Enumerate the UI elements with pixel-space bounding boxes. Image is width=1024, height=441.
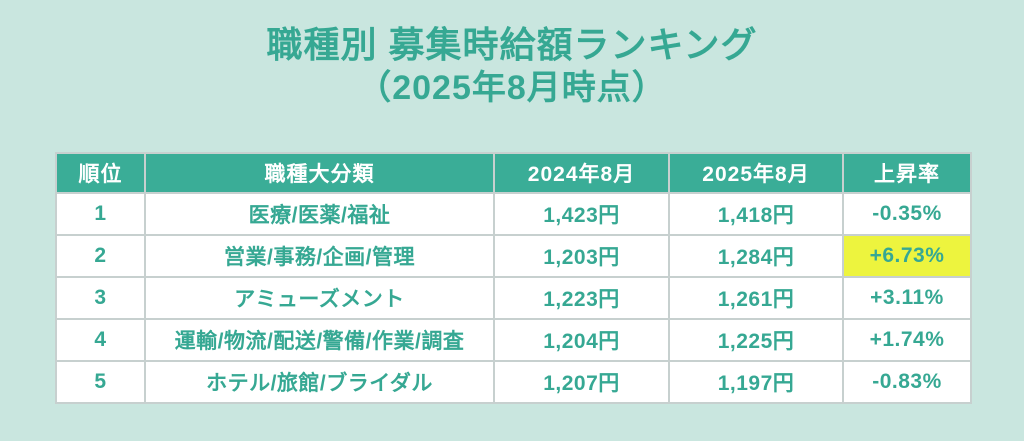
aug2025-cell: 1,418円 (668, 192, 844, 236)
rank-cell: 3 (55, 276, 146, 320)
wage-ranking-table: 順位 職種大分類 2024年8月 2025年8月 上昇率 1 医療/医薬/福祉 … (55, 152, 972, 404)
category-cell: 営業/事務/企画/管理 (144, 234, 495, 278)
change-rate-cell: -0.83% (842, 360, 972, 404)
change-rate-cell-highlighted: +6.73% (842, 234, 972, 278)
aug2025-cell: 1,225円 (668, 318, 844, 362)
category-cell: ホテル/旅館/ブライダル (144, 360, 495, 404)
table-row: 2 営業/事務/企画/管理 1,203円 1,284円 +6.73% (55, 234, 972, 278)
aug2024-cell: 1,207円 (493, 360, 670, 404)
page-title-line1: 職種別 募集時給額ランキング (266, 24, 758, 65)
aug2024-cell: 1,203円 (493, 234, 670, 278)
table-row: 1 医療/医薬/福祉 1,423円 1,418円 -0.35% (55, 192, 972, 236)
rank-cell: 2 (55, 234, 146, 278)
column-header-aug2024: 2024年8月 (493, 152, 670, 194)
column-header-category: 職種大分類 (144, 152, 495, 194)
column-header-rank: 順位 (55, 152, 146, 194)
table-row: 3 アミューズメント 1,223円 1,261円 +3.11% (55, 276, 972, 320)
aug2024-cell: 1,204円 (493, 318, 670, 362)
table-row: 4 運輸/物流/配送/警備/作業/調査 1,204円 1,225円 +1.74% (55, 318, 972, 362)
rank-cell: 5 (55, 360, 146, 404)
page-title-line2: （2025年8月時点） (357, 69, 667, 107)
category-cell: 医療/医薬/福祉 (144, 192, 495, 236)
category-cell: 運輸/物流/配送/警備/作業/調査 (144, 318, 495, 362)
aug2025-cell: 1,261円 (668, 276, 844, 320)
table-row: 5 ホテル/旅館/ブライダル 1,207円 1,197円 -0.83% (55, 360, 972, 404)
aug2024-cell: 1,423円 (493, 192, 670, 236)
aug2025-cell: 1,284円 (668, 234, 844, 278)
rank-cell: 4 (55, 318, 146, 362)
column-header-change-rate: 上昇率 (842, 152, 972, 194)
change-rate-cell: +3.11% (842, 276, 972, 320)
aug2025-cell: 1,197円 (668, 360, 844, 404)
column-header-aug2025: 2025年8月 (668, 152, 844, 194)
table-header-row: 順位 職種大分類 2024年8月 2025年8月 上昇率 (55, 152, 972, 194)
aug2024-cell: 1,223円 (493, 276, 670, 320)
page-title: 職種別 募集時給額ランキング （2025年8月時点） (0, 22, 1024, 110)
change-rate-cell: +1.74% (842, 318, 972, 362)
change-rate-cell: -0.35% (842, 192, 972, 236)
category-cell: アミューズメント (144, 276, 495, 320)
rank-cell: 1 (55, 192, 146, 236)
